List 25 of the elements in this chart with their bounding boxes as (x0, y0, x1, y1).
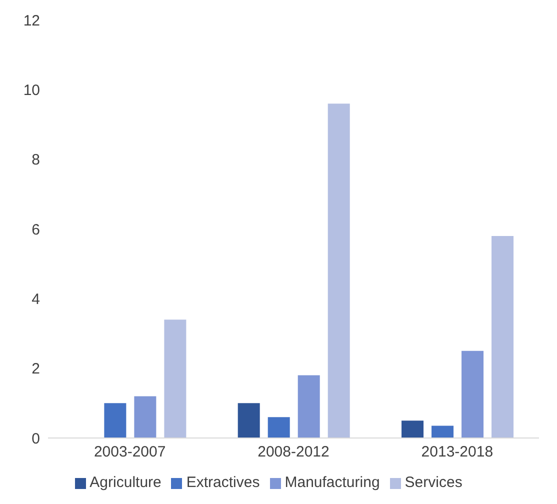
x-tick-label: 2008-2012 (258, 444, 330, 461)
x-tick-label: 2013-2018 (421, 444, 494, 461)
bar (134, 396, 156, 438)
bar (328, 104, 350, 438)
bar (164, 320, 186, 438)
y-tick-label: 10 (23, 82, 40, 99)
y-tick-label: 4 (32, 290, 40, 308)
bar (432, 426, 454, 438)
y-tick-label: 6 (32, 221, 40, 238)
y-tick-label: 2 (32, 360, 40, 378)
legend-label: Agriculture (90, 474, 162, 491)
x-tick-label: 2003-2007 (94, 444, 166, 461)
legend-label: Manufacturing (284, 474, 380, 491)
bar (238, 403, 260, 438)
bar (402, 420, 424, 438)
bar (104, 403, 126, 438)
y-tick-label: 8 (32, 152, 40, 169)
y-tick-label: 0 (32, 430, 40, 448)
bar (492, 236, 514, 438)
y-tick-label: 12 (23, 12, 40, 30)
bar (268, 417, 290, 438)
legend-label: Services (404, 474, 462, 491)
bar (298, 375, 320, 438)
legend-label: Extractives (186, 474, 260, 491)
bar (462, 350, 484, 438)
